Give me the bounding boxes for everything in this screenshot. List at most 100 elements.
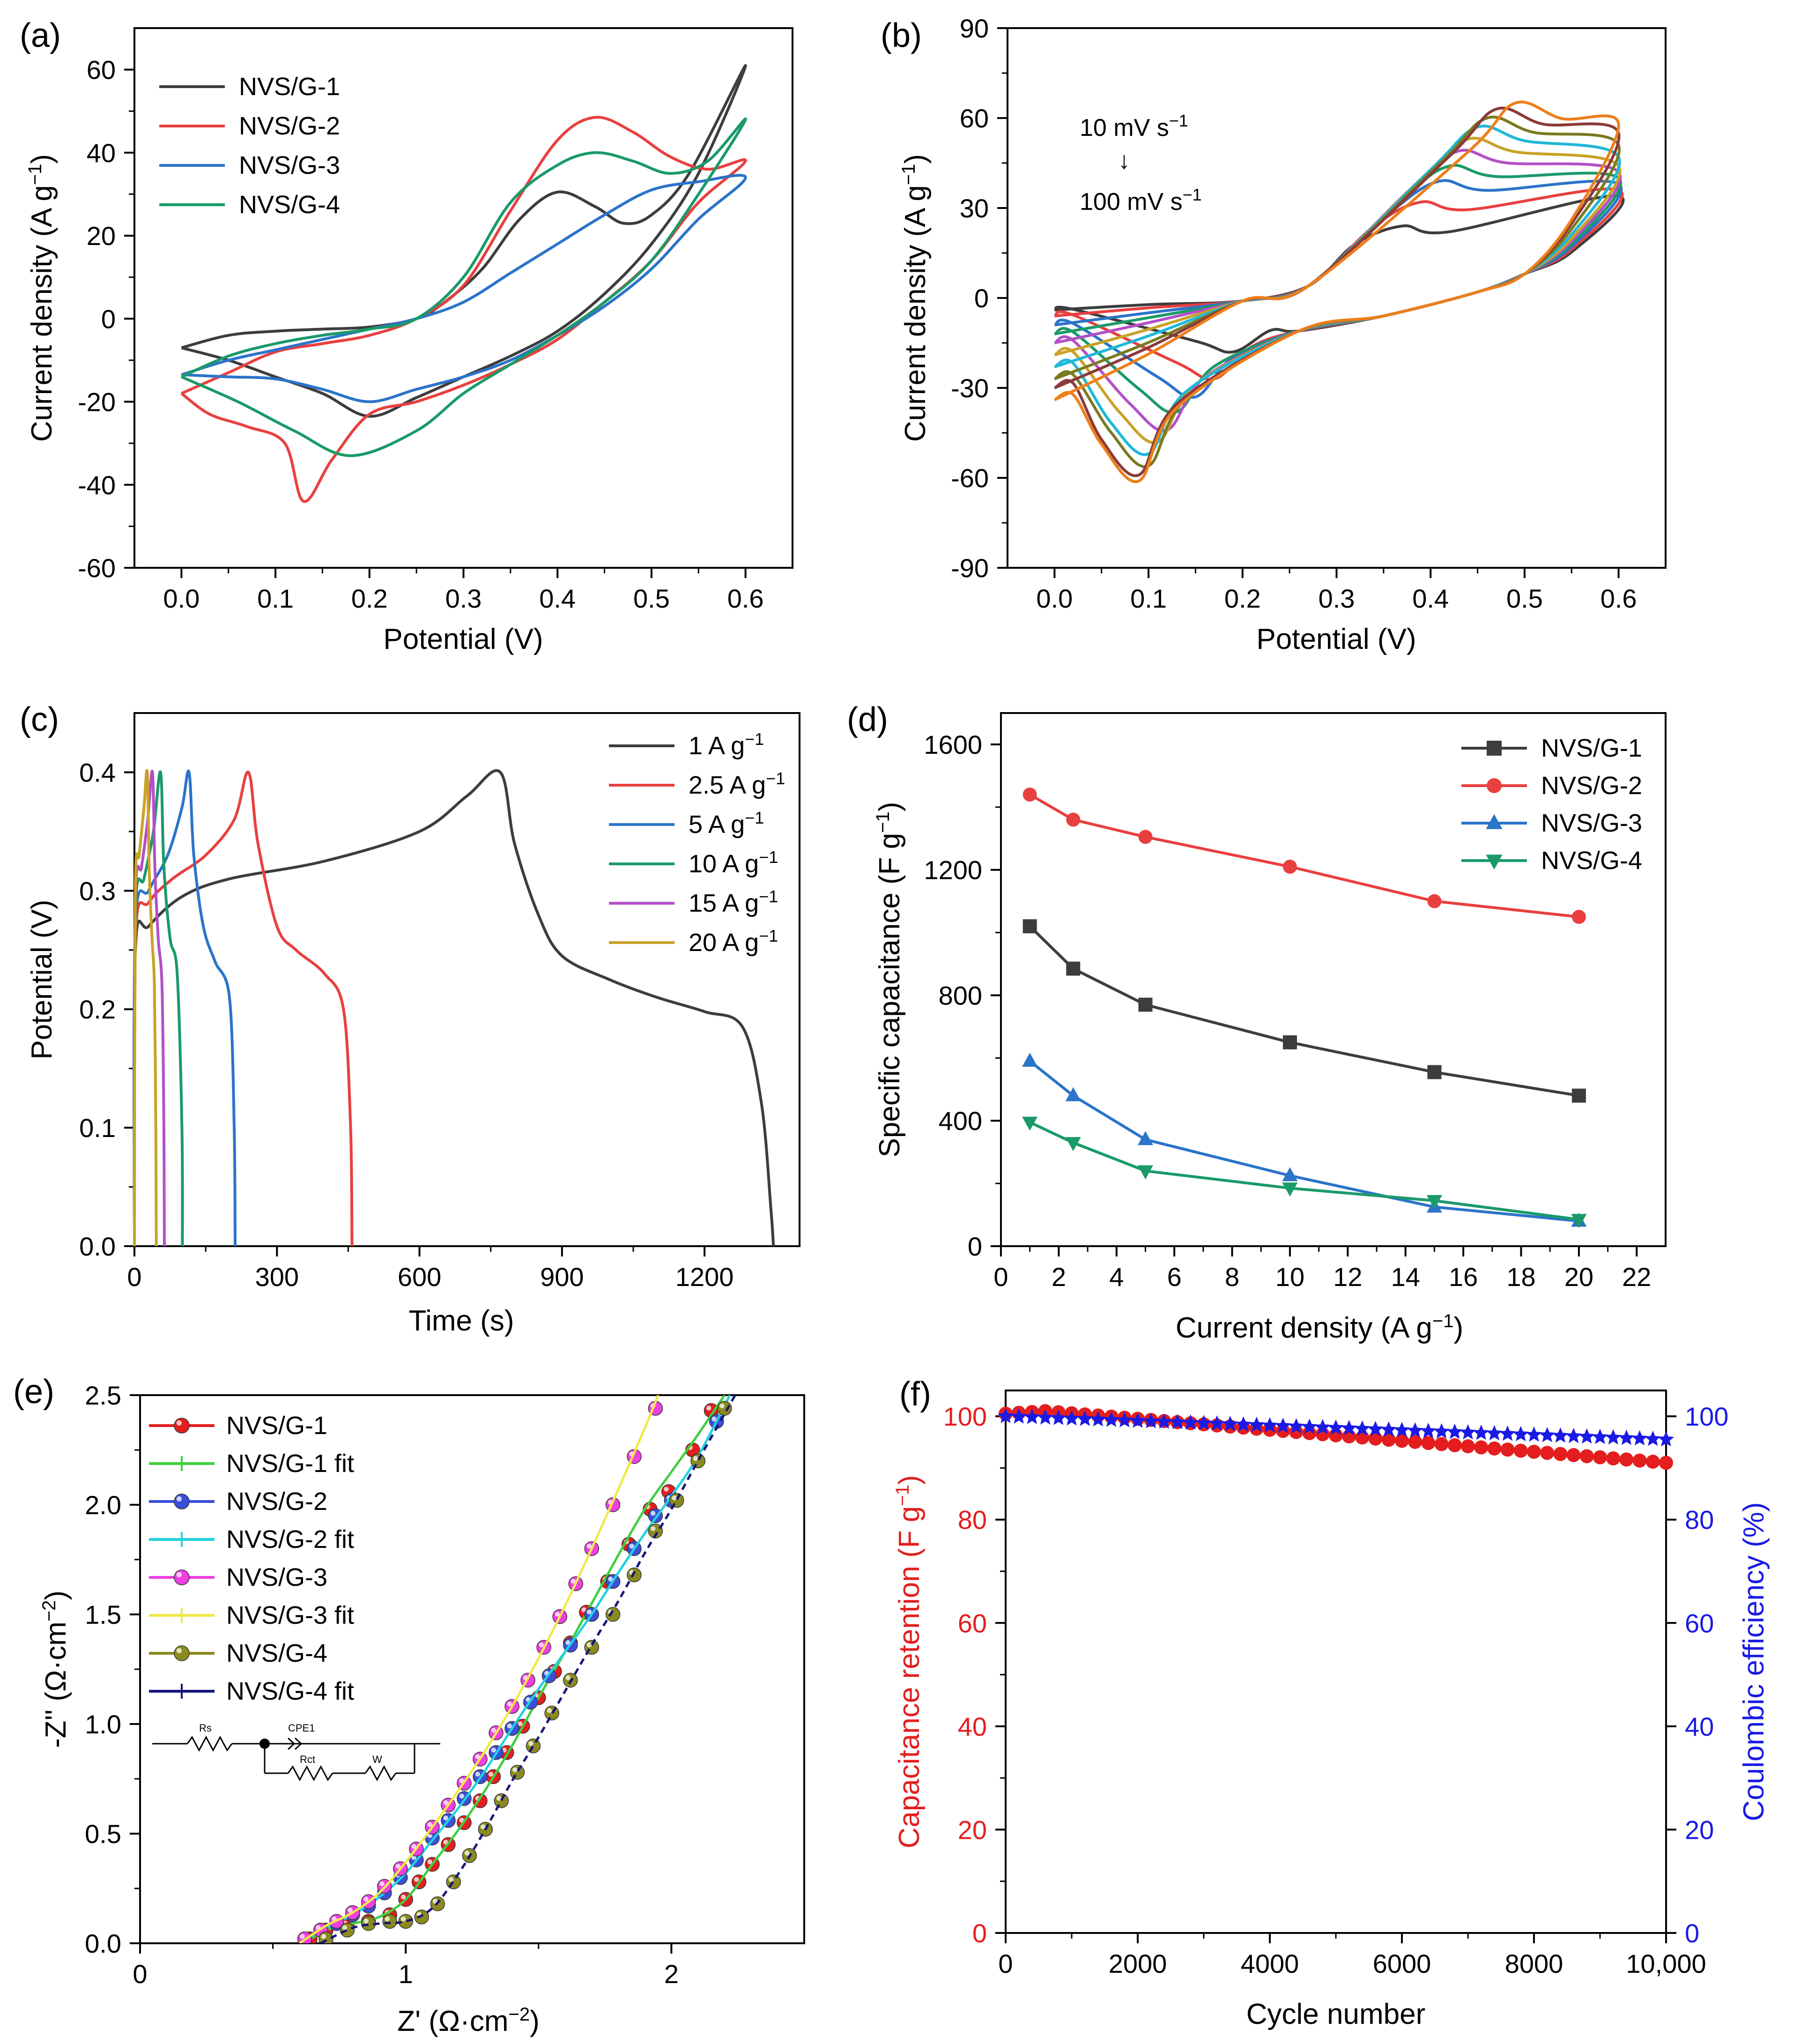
marker-star: [1420, 1422, 1437, 1438]
legend-label-sup: −1: [759, 847, 778, 867]
resistor-rs: [186, 1735, 233, 1752]
panel-a-ticks: 0.0 0.1 0.2 0.3 0.4 0.5 0.6 -60 -40 -20 0 20 40 60: [78, 55, 764, 613]
y-tick-label: -60: [951, 463, 989, 493]
y-tick-label: 0: [974, 283, 989, 313]
marker-square: [1282, 1035, 1297, 1049]
legend-label: 1 A g−1: [689, 729, 764, 760]
panel-a-xlabel: Potential (V): [383, 623, 543, 655]
panel-b-ticks: 0.0 0.1 0.2 0.3 0.4 0.5 0.6 -90 -60 -30 0 30 60 90: [951, 14, 1637, 613]
marker-circle: [1645, 1455, 1660, 1469]
y-tick-label: 40: [87, 138, 116, 168]
marker-star: [1275, 1418, 1291, 1433]
marker-ball-highlight: [400, 1894, 406, 1900]
marker-triangle-up: [1022, 1053, 1038, 1067]
marker-star: [1143, 1413, 1159, 1428]
marker-ball-highlight: [176, 1572, 182, 1577]
panel-b-ylabel: Current density (A g−1): [898, 154, 932, 442]
marker-ball-highlight: [491, 1747, 496, 1753]
marker-ball-highlight: [586, 1609, 592, 1614]
marker-ball-highlight: [507, 1723, 512, 1729]
marker-star: [1129, 1412, 1146, 1428]
marker-ball-highlight: [555, 1612, 560, 1617]
y-tick-label-right: 20: [1685, 1815, 1714, 1844]
cv-curve-nvs-g-4: [181, 117, 747, 457]
x-tick-label: 0: [127, 1262, 141, 1292]
marker-ball-highlight: [443, 1800, 448, 1806]
legend-label: NVS/G-3: [226, 1563, 327, 1591]
marker-triangle-down: [1022, 1116, 1038, 1131]
gcd-curve: [133, 769, 775, 1247]
marker-ball: [446, 1874, 461, 1889]
marker-star: [1631, 1430, 1648, 1446]
marker-star: [1552, 1427, 1569, 1443]
marker-star: [1592, 1428, 1608, 1444]
marker-circle: [1381, 1433, 1396, 1447]
marker-star: [1407, 1422, 1423, 1438]
x-tick-label: 0.1: [1130, 584, 1167, 613]
panel-e-xlabel-close: ): [530, 2005, 540, 2037]
legend-label-sup: −1: [759, 887, 778, 906]
marker-star: [1024, 1409, 1040, 1424]
marker-star: [1446, 1423, 1463, 1439]
x-tick-label: 1200: [675, 1262, 734, 1292]
legend-label: 5 A g−1: [689, 808, 764, 839]
marker-triangle-down: [1426, 1195, 1442, 1209]
y-tick-label: 80: [958, 1505, 987, 1535]
panel-f-ylabel-right: Coulombic efficiency (%): [1738, 1502, 1770, 1821]
legend-label: NVS/G-1: [239, 73, 340, 101]
panel-d-frame: [1000, 712, 1667, 1247]
marker-circle: [1022, 788, 1037, 802]
x-tick-label: 16: [1449, 1262, 1478, 1292]
cpe-symbol: [287, 1737, 296, 1750]
panel-c-xlabel: Time (s): [409, 1305, 514, 1337]
marker-star: [1433, 1423, 1450, 1439]
marker-ball-highlight: [176, 1496, 182, 1501]
marker-ball-highlight: [528, 1741, 533, 1746]
marker-star: [997, 1408, 1014, 1423]
marker-ball-highlight: [475, 1754, 481, 1759]
panel-f-series: [997, 1404, 1674, 1470]
legend-item: 5 A g−1: [609, 808, 764, 839]
marker-star: [1011, 1408, 1027, 1424]
marker-ball: [174, 1494, 190, 1509]
marker-triangle-down: [1282, 1182, 1298, 1197]
y-tick-label: 0.0: [79, 1232, 116, 1261]
y-tick-label: 0: [972, 1918, 987, 1948]
marker-star: [1063, 1410, 1080, 1426]
marker-ball-highlight: [547, 1708, 552, 1713]
marker-star: [1261, 1417, 1278, 1433]
marker-star: [1222, 1416, 1238, 1431]
marker-star: [1327, 1420, 1344, 1435]
y-tick-label: 1.0: [85, 1710, 121, 1739]
legend-label: NVS/G-4: [239, 191, 340, 219]
panel-f-ylabel-left: Capacitance retention (F g−1): [892, 1475, 926, 1849]
panel-d-ylabel: Specific capacitance (F g−1): [873, 802, 906, 1158]
panel-c-ylabel: Potential (V): [26, 899, 58, 1059]
x-tick-label: 0.5: [1506, 584, 1543, 613]
legend-label-sup: −1: [759, 926, 778, 945]
marker-ball-highlight: [395, 1864, 400, 1869]
marker-circle: [1282, 860, 1297, 874]
marker-square: [1487, 741, 1502, 756]
panel-e-ylabel-sup: −2: [39, 1600, 59, 1622]
y-tick-label: -30: [951, 373, 989, 403]
rate-line: [1029, 1060, 1579, 1223]
marker-ball-highlight: [480, 1824, 486, 1829]
legend-label-sup: −1: [766, 769, 785, 788]
legend-item: NVS/G-4 fit: [149, 1677, 354, 1705]
y-tick-label: 0.1: [79, 1113, 116, 1143]
marker-circle: [1474, 1440, 1489, 1455]
legend-label: NVS/G-4 fit: [226, 1677, 354, 1705]
panel-e-ylabel: -Z'' (Ω·cm−2): [39, 1591, 72, 1748]
panel-c-series: [133, 769, 775, 1247]
marker-square: [1427, 1065, 1442, 1079]
panel-a-ylabel-main: Current density (A g: [26, 185, 58, 442]
legend-item: 15 A g−1: [609, 887, 778, 917]
panel-b-annotation-bottom-sup: −1: [1183, 185, 1202, 204]
x-tick-label: 0.4: [1412, 584, 1449, 613]
nyquist-fit: [304, 1395, 726, 1943]
x-tick-label: 20: [1564, 1262, 1593, 1292]
x-tick-label: 2: [1052, 1262, 1066, 1292]
y-tick-label: 0.0: [85, 1929, 121, 1958]
